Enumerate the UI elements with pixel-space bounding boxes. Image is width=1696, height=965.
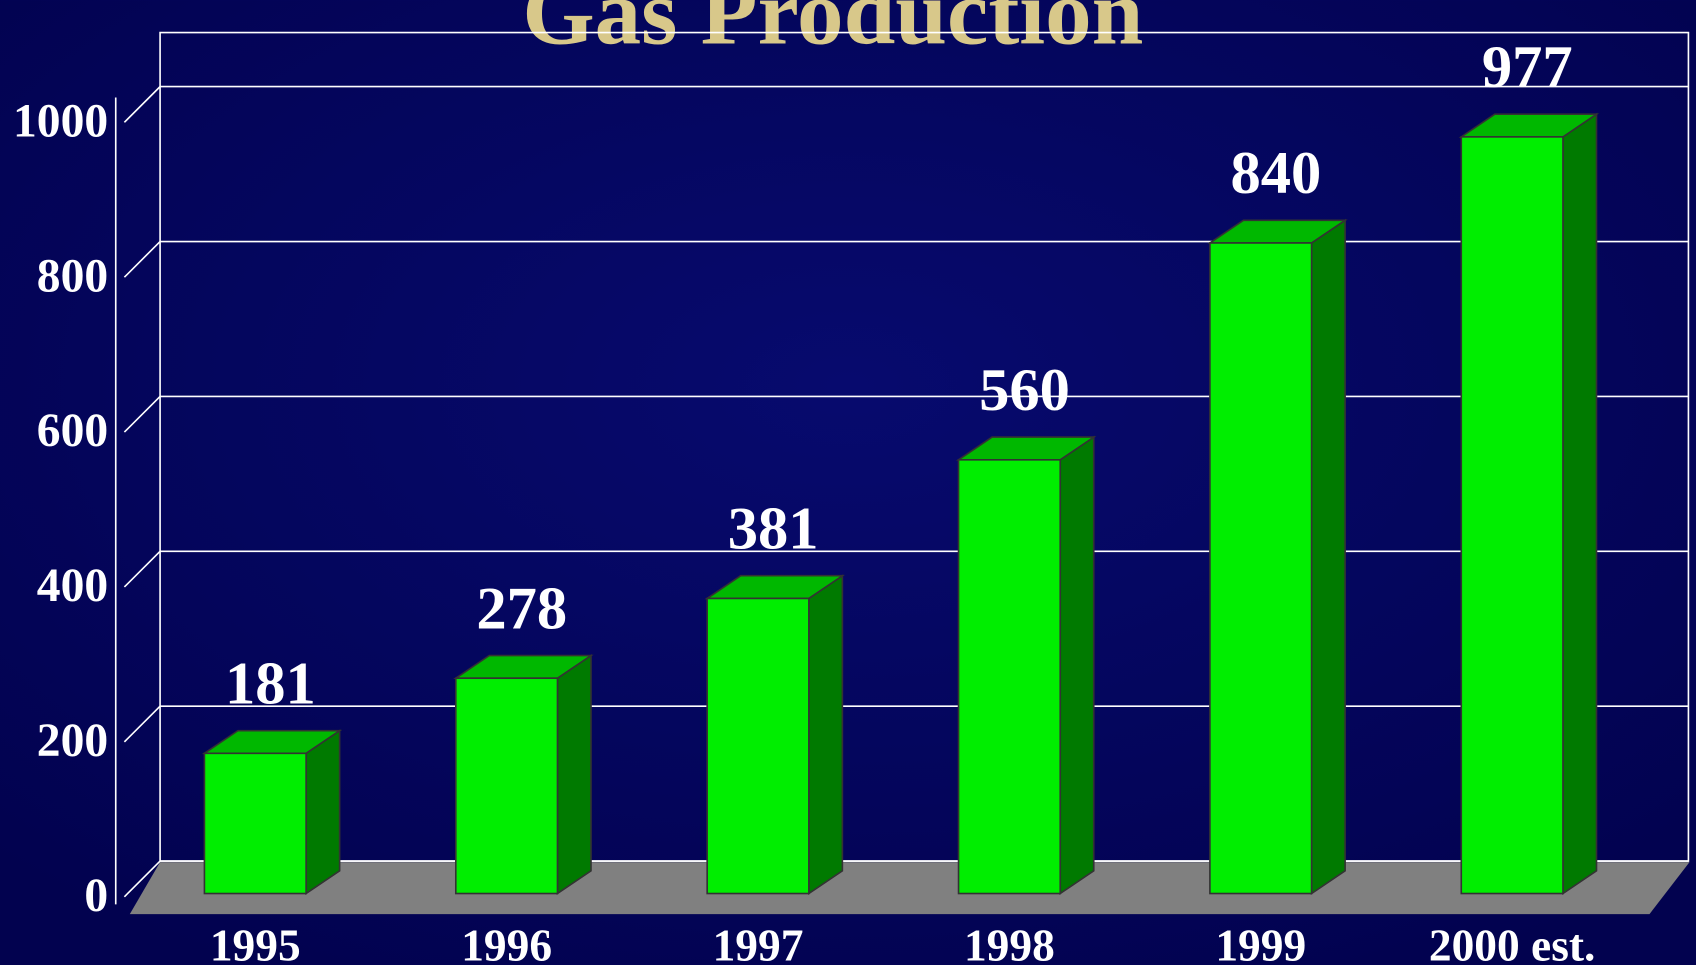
value-label: 278 xyxy=(476,575,567,642)
grid-line-side xyxy=(123,240,161,278)
bar-side xyxy=(305,729,341,896)
grid-line-side xyxy=(123,550,161,588)
bar-side xyxy=(808,574,844,896)
y-tick-label: 0 xyxy=(84,870,108,922)
bar xyxy=(957,459,1062,895)
y-tick-label: 800 xyxy=(37,250,108,302)
bar-side xyxy=(1562,112,1598,896)
y-tick-label: 1000 xyxy=(13,95,108,147)
plot: 0 200 400 600 800 1000 181 1995 278 1996 381 1997 56… xyxy=(13,31,1690,965)
value-label: 381 xyxy=(728,496,819,563)
x-tick-label: 1996 xyxy=(461,921,552,965)
value-label: 977 xyxy=(1482,34,1573,101)
x-tick-label: 1998 xyxy=(964,921,1055,965)
bar-side xyxy=(556,653,592,896)
value-label: 560 xyxy=(979,357,1070,424)
y-tick-label: 400 xyxy=(37,560,108,612)
y-tick-label: 600 xyxy=(37,405,108,457)
bar-side xyxy=(1310,218,1346,896)
x-tick-label: 1997 xyxy=(713,921,804,965)
bar xyxy=(203,752,307,895)
x-tick-label: 1999 xyxy=(1215,921,1306,965)
value-label: 840 xyxy=(1230,140,1321,207)
x-tick-label: 2000 est. xyxy=(1429,921,1595,965)
grid-line-side xyxy=(123,705,161,743)
floor xyxy=(129,862,1690,915)
grid-line-side xyxy=(123,86,161,123)
grid-line-side xyxy=(123,395,161,433)
y-tick-label: 200 xyxy=(37,715,108,767)
bar xyxy=(706,597,810,895)
bar xyxy=(1460,136,1564,895)
bar xyxy=(454,677,559,895)
x-tick-label: 1995 xyxy=(210,921,301,965)
value-label: 181 xyxy=(225,651,316,718)
grid-line-side xyxy=(123,860,161,898)
bar xyxy=(1209,242,1313,895)
bar-side xyxy=(1059,435,1095,896)
